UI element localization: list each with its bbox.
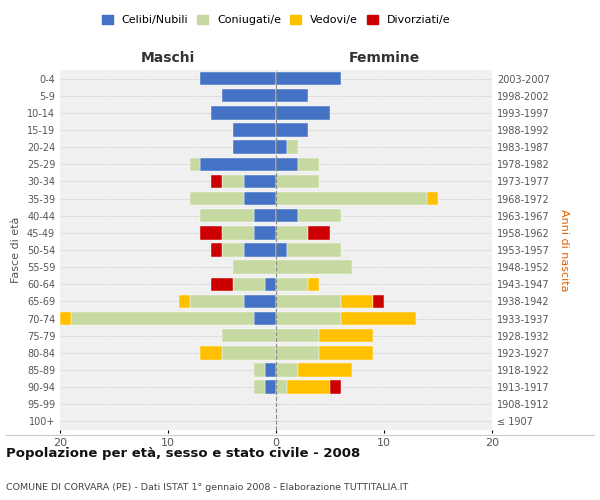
Bar	[211, 106, 276, 120]
Bar	[276, 364, 298, 376]
Bar	[373, 294, 384, 308]
Bar	[200, 346, 222, 360]
Bar	[341, 312, 416, 326]
Bar	[265, 380, 276, 394]
Bar	[200, 158, 276, 171]
Bar	[276, 294, 341, 308]
Bar	[276, 329, 319, 342]
Bar	[319, 346, 373, 360]
Bar	[222, 174, 244, 188]
Y-axis label: Anni di nascita: Anni di nascita	[559, 209, 569, 291]
Bar	[276, 192, 427, 205]
Bar	[298, 364, 352, 376]
Bar	[254, 312, 276, 326]
Bar	[276, 260, 352, 274]
Bar	[233, 140, 276, 154]
Bar	[233, 260, 276, 274]
Bar	[254, 209, 276, 222]
Bar	[276, 209, 298, 222]
Bar	[190, 158, 200, 171]
Bar	[287, 244, 341, 256]
Bar	[222, 244, 244, 256]
Bar	[287, 140, 298, 154]
Bar	[427, 192, 438, 205]
Bar	[276, 72, 341, 86]
Bar	[60, 312, 71, 326]
Bar	[190, 192, 244, 205]
Bar	[233, 278, 265, 291]
Legend: Celibi/Nubili, Coniugati/e, Vedovi/e, Divorziati/e: Celibi/Nubili, Coniugati/e, Vedovi/e, Di…	[97, 11, 455, 30]
Bar	[298, 158, 319, 171]
Bar	[287, 380, 330, 394]
Y-axis label: Fasce di età: Fasce di età	[11, 217, 21, 283]
Bar	[276, 226, 308, 239]
Bar	[276, 140, 287, 154]
Bar	[265, 278, 276, 291]
Text: Maschi: Maschi	[141, 51, 195, 65]
Bar	[222, 329, 276, 342]
Bar	[276, 346, 319, 360]
Bar	[276, 106, 330, 120]
Bar	[211, 244, 222, 256]
Bar	[308, 278, 319, 291]
Bar	[298, 209, 341, 222]
Bar	[254, 364, 265, 376]
Bar	[276, 380, 287, 394]
Bar	[254, 226, 276, 239]
Bar	[179, 294, 190, 308]
Bar	[190, 294, 244, 308]
Bar	[319, 329, 373, 342]
Bar	[330, 380, 341, 394]
Bar	[341, 294, 373, 308]
Bar	[200, 226, 222, 239]
Bar	[211, 278, 233, 291]
Bar	[200, 209, 254, 222]
Text: Popolazione per età, sesso e stato civile - 2008: Popolazione per età, sesso e stato civil…	[6, 448, 360, 460]
Bar	[244, 174, 276, 188]
Bar	[244, 192, 276, 205]
Bar	[276, 174, 319, 188]
Bar	[276, 312, 341, 326]
Bar	[200, 72, 276, 86]
Bar	[233, 124, 276, 136]
Bar	[308, 226, 330, 239]
Bar	[276, 158, 298, 171]
Bar	[222, 346, 276, 360]
Bar	[222, 89, 276, 102]
Bar	[71, 312, 254, 326]
Bar	[222, 226, 254, 239]
Bar	[276, 278, 308, 291]
Text: COMUNE DI CORVARA (PE) - Dati ISTAT 1° gennaio 2008 - Elaborazione TUTTITALIA.IT: COMUNE DI CORVARA (PE) - Dati ISTAT 1° g…	[6, 483, 408, 492]
Bar	[244, 294, 276, 308]
Bar	[211, 174, 222, 188]
Bar	[265, 364, 276, 376]
Bar	[276, 124, 308, 136]
Text: Femmine: Femmine	[349, 51, 419, 65]
Bar	[254, 380, 265, 394]
Bar	[244, 244, 276, 256]
Bar	[276, 244, 287, 256]
Bar	[276, 89, 308, 102]
